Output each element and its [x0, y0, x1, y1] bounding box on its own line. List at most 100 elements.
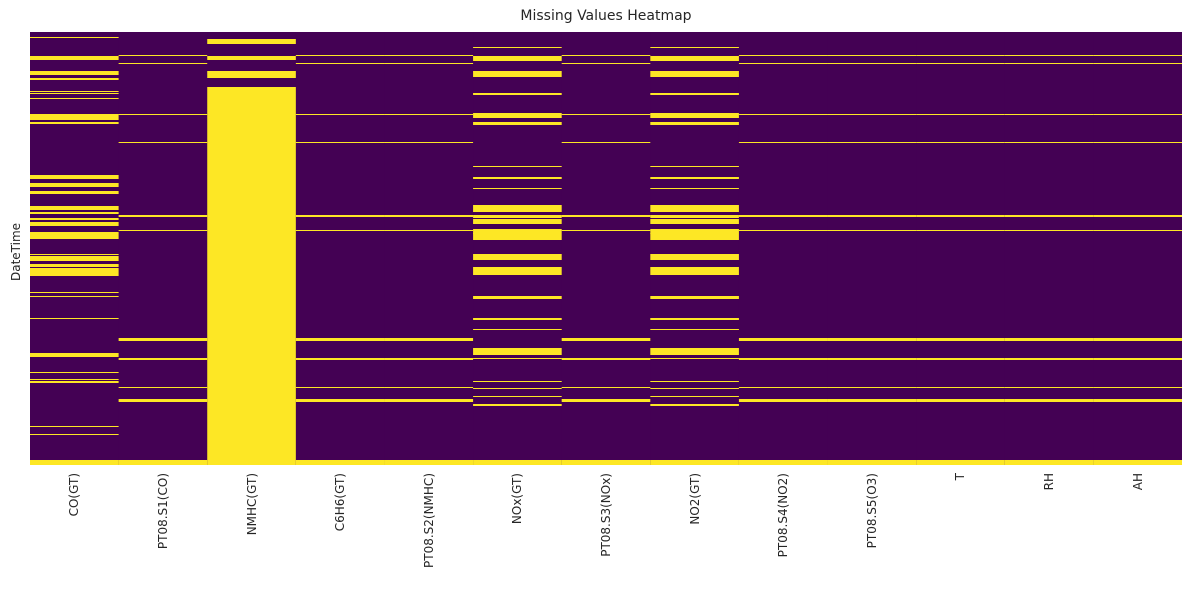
heatmap-column-1	[118, 32, 208, 465]
missing-cell	[1004, 114, 1094, 115]
heatmap-plot	[30, 32, 1182, 465]
missing-cell	[916, 460, 1006, 465]
missing-cell	[916, 338, 1006, 341]
missing-cell	[1093, 399, 1182, 402]
heatmap-column-3	[295, 32, 385, 465]
missing-cell	[473, 381, 563, 382]
missing-cell	[207, 56, 297, 60]
missing-cell	[1093, 460, 1182, 465]
heatmap-column-7	[650, 32, 740, 465]
missing-cell	[118, 55, 208, 56]
missing-cell	[295, 114, 385, 115]
missing-cell	[650, 233, 740, 240]
missing-cell	[30, 175, 120, 179]
missing-cell	[473, 177, 563, 179]
missing-cell	[384, 230, 474, 231]
missing-cell	[295, 460, 385, 465]
missing-cell	[295, 63, 385, 64]
missing-cell	[30, 37, 120, 38]
missing-cell	[650, 122, 740, 125]
missing-cell	[30, 232, 120, 239]
missing-cell	[30, 71, 120, 75]
missing-cell	[30, 212, 120, 214]
missing-cell	[650, 71, 740, 77]
missing-cell	[650, 188, 740, 189]
missing-cell	[650, 215, 740, 218]
heatmap-column-4	[384, 32, 474, 465]
missing-cell	[30, 353, 120, 357]
missing-cell	[561, 142, 651, 143]
missing-cell	[30, 264, 120, 267]
missing-cell	[473, 71, 563, 77]
missing-cell	[1093, 215, 1182, 217]
missing-cell	[1004, 460, 1094, 465]
missing-cell	[650, 318, 740, 320]
missing-cell	[827, 230, 917, 231]
missing-cell	[295, 142, 385, 143]
missing-cell	[473, 215, 563, 218]
missing-cell	[1004, 63, 1094, 64]
missing-cell	[30, 254, 120, 255]
missing-cell	[30, 91, 120, 92]
missing-cell	[827, 358, 917, 360]
missing-cell	[650, 56, 740, 61]
missing-cell	[473, 233, 563, 240]
missing-cell	[384, 460, 474, 465]
missing-cell	[650, 267, 740, 275]
missing-cell	[1093, 63, 1182, 64]
missing-cell	[650, 396, 740, 397]
x-tick-label: PT08.S5(O3)	[864, 473, 879, 549]
missing-cell	[1004, 358, 1094, 360]
missing-cell	[1093, 114, 1182, 115]
missing-cell	[295, 358, 385, 360]
missing-cell	[827, 399, 917, 402]
missing-cell	[30, 78, 120, 80]
missing-cell	[738, 230, 829, 231]
missing-cell	[473, 113, 563, 118]
missing-cell	[827, 387, 917, 388]
missing-cell	[384, 338, 474, 341]
missing-cell	[916, 55, 1006, 56]
missing-cell	[738, 460, 829, 465]
missing-cell	[561, 399, 651, 402]
x-tick-label: NOx(GT)	[510, 473, 525, 525]
missing-cell	[827, 114, 917, 115]
missing-cell	[30, 191, 120, 194]
missing-cell	[30, 381, 120, 383]
x-tick-label: NMHC(GT)	[244, 473, 259, 536]
missing-cell	[30, 218, 120, 220]
missing-cell	[827, 55, 917, 56]
missing-cell	[1004, 399, 1094, 402]
missing-cell	[473, 254, 563, 260]
missing-cell	[1093, 55, 1182, 56]
missing-cell	[1004, 215, 1094, 217]
x-tick-label: PT08.S2(NMHC)	[421, 473, 436, 568]
missing-cell	[384, 387, 474, 388]
missing-cell	[30, 268, 120, 276]
missing-cell	[207, 71, 297, 78]
missing-cell	[384, 399, 474, 402]
missing-cell	[1093, 358, 1182, 360]
x-tick-label: T	[953, 473, 968, 481]
missing-cell	[1004, 387, 1094, 388]
missing-cell	[650, 205, 740, 207]
missing-cell	[295, 230, 385, 231]
missing-cell	[118, 358, 208, 360]
heatmap-column-11	[1004, 32, 1094, 465]
heatmap-column-10	[916, 32, 1006, 465]
missing-cell	[650, 381, 740, 382]
missing-cell	[561, 338, 651, 341]
missing-cell	[561, 358, 651, 360]
missing-cell	[1004, 55, 1094, 56]
missing-cell	[473, 229, 563, 234]
missing-cell	[30, 122, 120, 124]
missing-cell	[650, 254, 740, 260]
missing-cell	[384, 358, 474, 360]
missing-cell	[738, 63, 829, 64]
heatmap-column-9	[827, 32, 917, 465]
x-axis-ticks: CO(GT) PT08.S1(CO) NMHC(GT) C6H6(GT) PT08.S2…	[30, 473, 1182, 590]
missing-cell	[473, 207, 563, 212]
missing-cell	[650, 47, 740, 48]
missing-cell	[473, 188, 563, 189]
missing-cell	[118, 387, 208, 388]
